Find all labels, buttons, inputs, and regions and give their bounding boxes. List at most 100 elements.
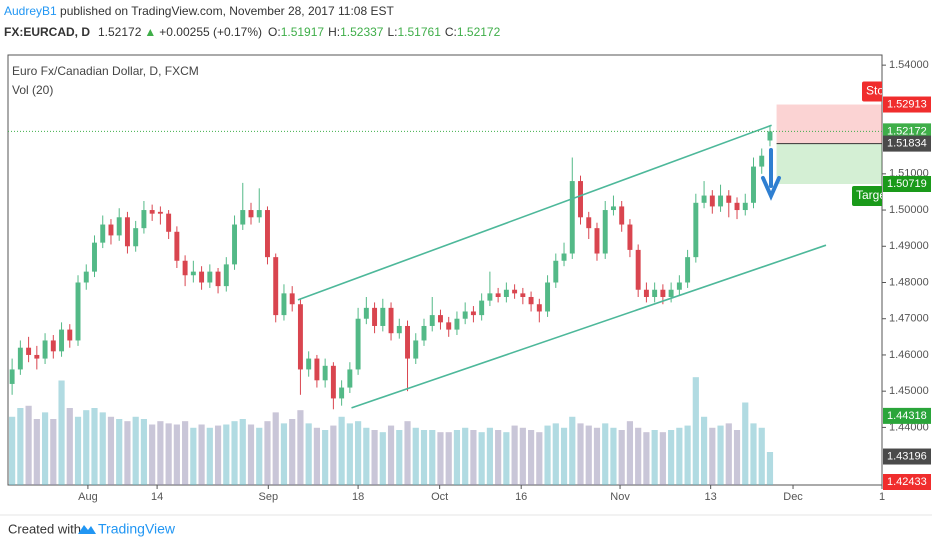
candle-body bbox=[726, 195, 732, 203]
candle-body bbox=[759, 155, 765, 167]
volume-bar bbox=[643, 432, 650, 485]
h: 1.52337 bbox=[340, 25, 384, 39]
created-with: Created with bbox=[8, 521, 81, 536]
candle-body bbox=[405, 325, 410, 359]
candle-body bbox=[643, 289, 649, 297]
volume-overlay bbox=[519, 427, 526, 485]
y-tick-label: 1.46000 bbox=[889, 349, 929, 361]
candle-body bbox=[528, 296, 534, 305]
candle-body bbox=[59, 329, 65, 352]
volume-overlay bbox=[503, 432, 510, 485]
candle-body bbox=[281, 293, 287, 316]
volume-bar bbox=[486, 427, 493, 485]
candle-body bbox=[157, 211, 163, 214]
price-label-box bbox=[883, 176, 931, 192]
candle-body bbox=[273, 257, 279, 316]
volume-overlay bbox=[412, 427, 419, 485]
candle-body bbox=[108, 224, 114, 236]
volume-overlay bbox=[692, 377, 699, 485]
volume-bar bbox=[264, 421, 271, 485]
volume-overlay bbox=[742, 402, 749, 485]
candle-body bbox=[487, 293, 493, 301]
volume-overlay bbox=[338, 416, 345, 485]
volume-overlay bbox=[99, 412, 106, 485]
volume-overlay bbox=[198, 424, 205, 485]
price-axis: 1.540001.510001.500001.490001.480001.470… bbox=[882, 59, 931, 490]
stop-zone bbox=[776, 104, 882, 144]
volume-overlay bbox=[437, 432, 444, 485]
volume-bar bbox=[651, 430, 658, 485]
volume-overlay bbox=[165, 423, 172, 485]
candle-body bbox=[322, 365, 328, 381]
y-tick-label: 1.47000 bbox=[889, 313, 929, 325]
volume-bar bbox=[116, 419, 123, 485]
candle-body bbox=[520, 293, 526, 297]
volume-overlay bbox=[651, 430, 658, 485]
volume-bar bbox=[355, 421, 362, 485]
volume-overlay bbox=[750, 423, 757, 485]
volume-bar bbox=[157, 421, 164, 485]
volume-overlay bbox=[676, 427, 683, 485]
candle-body bbox=[9, 369, 15, 384]
candle-body bbox=[553, 260, 559, 283]
candle-body bbox=[446, 322, 452, 330]
volume-overlay bbox=[593, 427, 601, 485]
candle-body bbox=[495, 293, 501, 297]
volume-bar bbox=[41, 412, 49, 485]
candle-body bbox=[116, 217, 122, 236]
volume-bar bbox=[700, 416, 708, 485]
candle-body bbox=[174, 231, 180, 261]
candle-body bbox=[372, 307, 378, 326]
volume-bar bbox=[58, 380, 65, 485]
candle-body bbox=[429, 315, 435, 326]
volume-bar bbox=[429, 430, 436, 485]
channel-line bbox=[351, 244, 827, 409]
volume-overlay bbox=[157, 421, 164, 485]
volume-overlay bbox=[297, 410, 304, 485]
brand[interactable]: TradingView bbox=[98, 521, 176, 537]
candle-body bbox=[75, 282, 81, 341]
volume-overlay bbox=[231, 421, 238, 485]
volume-overlay bbox=[404, 421, 411, 485]
price-label: 1.51834 bbox=[887, 138, 927, 150]
volume-overlay bbox=[25, 405, 32, 485]
x-tick-label: 14 bbox=[151, 491, 163, 503]
candle-body bbox=[314, 358, 320, 381]
volume-overlay bbox=[247, 424, 255, 485]
x-tick-label: Oct bbox=[431, 491, 448, 503]
volume-overlay bbox=[50, 419, 57, 485]
volume-bar bbox=[33, 419, 40, 485]
volume-bar bbox=[17, 408, 24, 485]
chart-title: Euro Fx/Canadian Dollar, D, FXCM bbox=[12, 64, 199, 78]
y-tick-label: 1.54000 bbox=[889, 59, 929, 71]
candle-body bbox=[767, 131, 773, 141]
volume-bar bbox=[404, 421, 411, 485]
volume-bar bbox=[569, 416, 576, 485]
candle-body bbox=[240, 210, 246, 225]
volume-overlay bbox=[91, 408, 98, 485]
volume-bar bbox=[560, 427, 568, 485]
volume-overlay bbox=[74, 416, 82, 485]
price-label: 1.50719 bbox=[887, 178, 927, 190]
candle-body bbox=[635, 249, 641, 290]
volume-bar bbox=[618, 430, 625, 485]
volume-bar bbox=[165, 423, 172, 485]
candle-body bbox=[751, 166, 756, 203]
y-tick-label: 1.49000 bbox=[889, 240, 929, 252]
volume-overlay bbox=[453, 430, 461, 485]
candle-body bbox=[709, 195, 715, 207]
y-tick-label: 1.50000 bbox=[889, 204, 929, 216]
candle-body bbox=[454, 318, 460, 330]
stop-tag-text: Stop bbox=[866, 84, 891, 98]
volume-bar bbox=[420, 430, 428, 485]
volume-bar bbox=[659, 432, 666, 485]
volume-bar bbox=[239, 419, 246, 485]
volume-bar bbox=[280, 423, 288, 485]
volume-overlay bbox=[709, 427, 716, 485]
candle-body bbox=[100, 224, 106, 243]
author[interactable]: AudreyB1 bbox=[4, 4, 57, 18]
candle-body bbox=[232, 224, 238, 265]
tv-logo bbox=[78, 525, 96, 534]
volume-overlay bbox=[371, 430, 378, 485]
